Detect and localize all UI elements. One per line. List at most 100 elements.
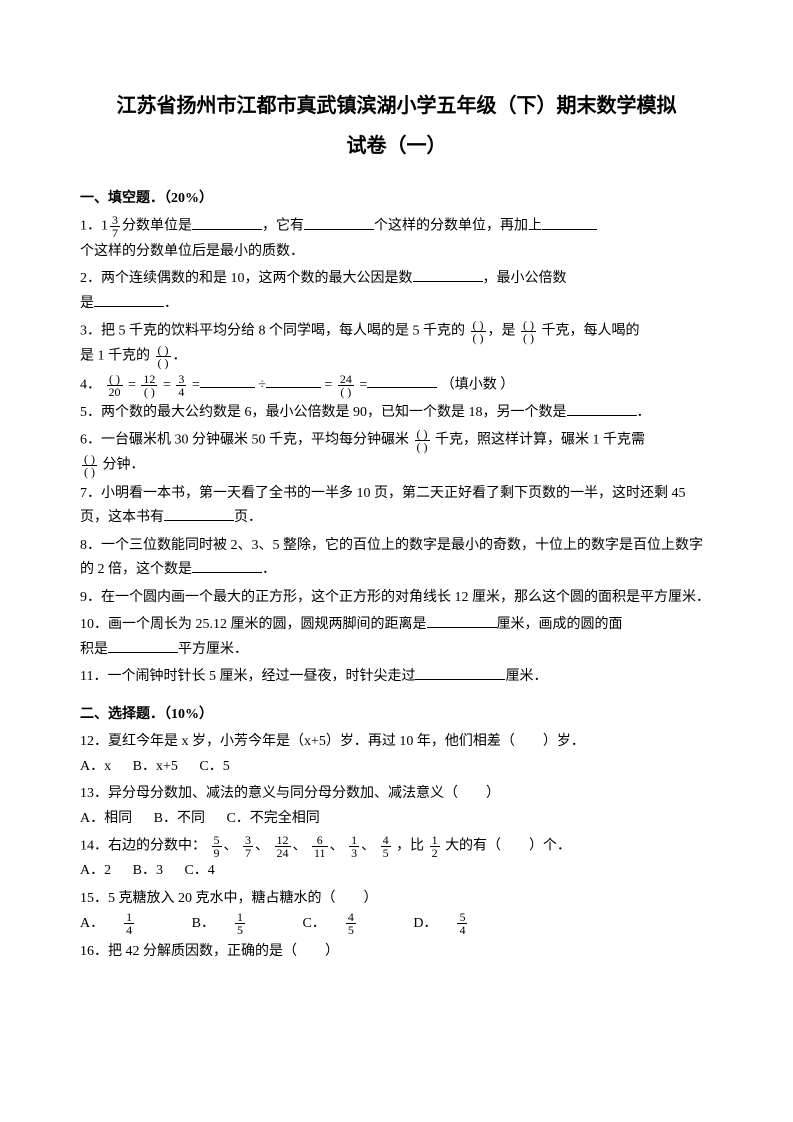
q11-b: 厘米．: [505, 669, 547, 684]
frac-num: 1: [235, 911, 245, 923]
fraction: 54: [457, 911, 485, 936]
option-b[interactable]: B．不同: [154, 811, 205, 826]
option-b[interactable]: B．x+5: [133, 759, 178, 774]
frac-num: 3: [176, 373, 186, 385]
frac-num: 24: [338, 373, 354, 385]
q6-a: 6．一台碾米机 30 分钟碾米 50 千克，平均每分钟碾米: [80, 433, 409, 448]
q1-t3: 个这样的分数单位，再加上: [374, 219, 542, 234]
frac-den: 11: [312, 846, 328, 859]
eq: =: [324, 377, 332, 392]
q3-f: ．: [173, 349, 187, 364]
q8-b: ．: [262, 562, 276, 577]
page-subtitle: 试卷（一）: [80, 130, 713, 162]
fraction-24-blank: 24( ): [338, 373, 354, 398]
q14-tail: 大的有（ ）个．: [445, 839, 571, 854]
option-c[interactable]: C．4: [184, 863, 214, 878]
q7-b: 页．: [234, 510, 262, 525]
blank[interactable]: [108, 639, 178, 653]
question-15: 15．5 克糖放入 20 克水中，糖占糖水的（ ） A．14 B．15 C．45…: [80, 887, 713, 937]
fraction-3-4: 34: [176, 373, 186, 398]
fraction-3-7: 37: [110, 214, 120, 239]
fraction-half: 12: [430, 834, 440, 859]
opt-label: C．: [302, 916, 325, 931]
frac-den: 7: [243, 846, 253, 859]
option-a[interactable]: A．相同: [80, 811, 132, 826]
q10-a: 10．画一个周长为 25.12 厘米的圆，圆规两脚间的距离是: [80, 617, 427, 632]
blank[interactable]: [415, 666, 505, 680]
question-9: 9．在一个圆内画一个最大的正方形，这个正方形的对角线长 12 厘米，那么这个圆的…: [80, 586, 713, 611]
fraction: 13: [349, 834, 359, 859]
frac-den: 5: [346, 923, 356, 936]
q1-tail: 个这样的分数单位后是最小的质数．: [80, 244, 304, 259]
frac-den: 9: [212, 846, 222, 859]
option-a[interactable]: A．14: [80, 916, 170, 931]
frac-num: 4: [381, 834, 391, 846]
fraction: 45: [381, 834, 391, 859]
blank[interactable]: [164, 507, 234, 521]
option-c[interactable]: C．45: [302, 916, 391, 931]
eq: =: [128, 377, 136, 392]
fraction-12-blank: 12( ): [141, 373, 157, 398]
frac-den: 5: [235, 923, 245, 936]
question-5: 5．两个数的最大公约数是 6，最小公倍数是 90，已知一个数是 18，另一个数是…: [80, 401, 713, 426]
fraction-blank-20: ( )20: [107, 373, 123, 398]
option-b[interactable]: B．3: [133, 863, 163, 878]
question-6: 6．一台碾米机 30 分钟碾米 50 千克，平均每分钟碾米 ( )( ) 千克，…: [80, 428, 713, 478]
q10-d: 平方厘米．: [178, 642, 248, 657]
option-a[interactable]: A．x: [80, 759, 111, 774]
fraction: 1224: [275, 834, 291, 859]
blank[interactable]: [542, 216, 597, 230]
q1-t1: 分数单位是: [122, 219, 192, 234]
blank[interactable]: [192, 559, 262, 573]
blank[interactable]: [413, 268, 483, 282]
blank[interactable]: [427, 614, 497, 628]
question-7: 7．小明看一本书，第一天看了全书的一半多 10 页，第二天正好看了剩下页数的一半…: [80, 482, 713, 531]
fraction: 59: [212, 834, 222, 859]
frac-den: 4: [176, 385, 186, 398]
blank[interactable]: [200, 374, 255, 388]
div-sign: ÷: [258, 377, 266, 392]
question-8: 8．一个三位数能同时被 2、3、5 整除，它的百位上的数字是最小的奇数，十位上的…: [80, 534, 713, 583]
frac-den: 24: [275, 846, 291, 859]
option-a[interactable]: A．2: [80, 863, 111, 878]
frac-num: 1: [124, 911, 134, 923]
q8-a: 8．一个三位数能同时被 2、3、5 整除，它的百位上的数字是最小的奇数，十位上的…: [80, 538, 703, 578]
q5-text: 5．两个数的最大公约数是 6，最小公倍数是 90，已知一个数是 18，另一个数是: [80, 405, 567, 420]
frac-num: 12: [275, 834, 291, 846]
question-10: 10．画一个周长为 25.12 厘米的圆，圆规两脚间的距离是厘米，画成的圆的面 …: [80, 613, 713, 662]
eq: =: [192, 377, 200, 392]
option-c[interactable]: C．不完全相同: [226, 811, 319, 826]
frac-den: 4: [457, 923, 467, 936]
frac-den: 5: [381, 846, 391, 859]
blank[interactable]: [266, 374, 321, 388]
frac-num: 3: [110, 214, 120, 226]
q4-note: （填小数 ）: [441, 377, 515, 392]
question-2: 2．两个连续偶数的和是 10，这两个数的最大公因是数，最小公倍数 是．: [80, 267, 713, 316]
frac-num: 12: [141, 373, 157, 385]
fraction: 611: [312, 834, 328, 859]
blank[interactable]: [567, 402, 637, 416]
frac-num: 3: [243, 834, 253, 846]
q10-b: 厘米，画成的圆的面: [497, 617, 623, 632]
blank[interactable]: [192, 216, 262, 230]
blank[interactable]: [367, 374, 437, 388]
opt-label: B．: [192, 916, 215, 931]
frac-num: 5: [212, 834, 222, 846]
q3-c: 千克: [542, 324, 570, 339]
question-16: 16．把 42 分解质因数，正确的是（ ）: [80, 940, 713, 965]
blank[interactable]: [304, 216, 374, 230]
q14-mid: ，比: [396, 839, 424, 854]
q15-stem: 15．5 克糖放入 20 克水中，糖占糖水的（ ）: [80, 891, 378, 906]
option-d[interactable]: D．54: [413, 916, 503, 931]
q1-pre: 1．1: [80, 219, 108, 234]
q5-end: ．: [637, 405, 651, 420]
blank[interactable]: [94, 293, 164, 307]
option-c[interactable]: C．5: [199, 759, 229, 774]
option-b[interactable]: B．15: [192, 916, 281, 931]
fraction: 37: [243, 834, 253, 859]
question-11: 11．一个闹钟时针长 5 厘米，经过一昼夜，时针尖走过厘米．: [80, 665, 713, 690]
q2-d: ．: [164, 296, 178, 311]
q12-stem: 12．夏红今年是 x 岁，小芳今年是（x+5）岁．再过 10 年，他们相差（ ）…: [80, 734, 585, 749]
question-13: 13．异分母分数加、减法的意义与同分母分数加、减法意义（ ） A．相同 B．不同…: [80, 782, 713, 831]
fraction: 15: [235, 911, 263, 936]
